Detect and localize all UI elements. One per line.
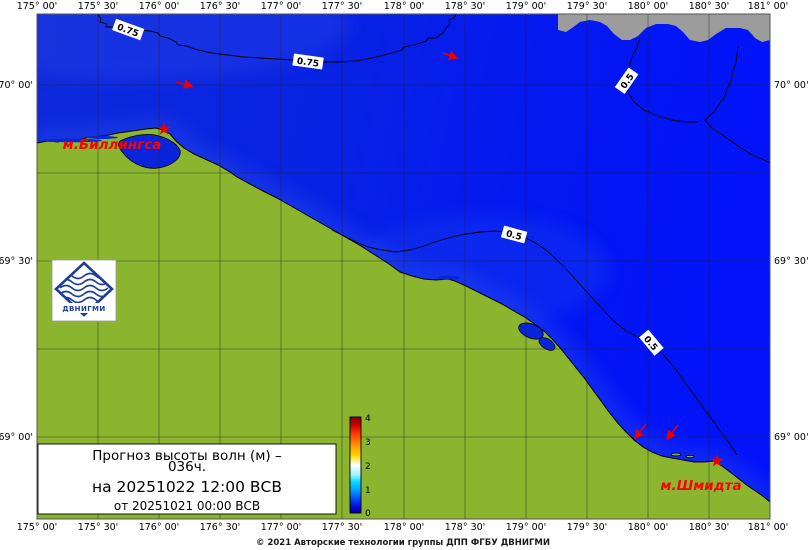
colorbar-tick: 2 — [365, 462, 371, 472]
colorbar-tick: 1 — [365, 486, 371, 496]
axis-tick-label: 180° 00' — [628, 1, 669, 12]
forecast-title-line1: Прогноз высоты волн (м) – — [92, 448, 282, 464]
lagoon-sliver-1 — [42, 138, 102, 143]
place-label-schmidt: м.Шмидта — [660, 478, 741, 494]
axis-tick-label: 180° 30' — [689, 522, 730, 533]
colorbar-tick: 0 — [365, 509, 371, 519]
axis-tick-label: 181° 00' — [748, 522, 789, 533]
dvnigmi-logo: ДВНИГМИ — [51, 259, 117, 322]
logo-text-bg — [60, 303, 108, 313]
islet-1 — [670, 452, 682, 457]
axis-tick-label: 180° 00' — [628, 522, 669, 533]
forecast-issue-time: от 20251021 00:00 ВСВ — [114, 499, 260, 513]
lagoon-billings — [118, 133, 181, 169]
axis-tick-label: 179° 00' — [506, 1, 547, 12]
axis-tick-label: 175° 00' — [17, 522, 58, 533]
axis-tick-label: 69° 00' — [0, 432, 33, 443]
current-arrow-3 — [634, 423, 647, 440]
axis-top: 175° 00' 175° 30' 176° 00' 176° 30' 177°… — [17, 1, 789, 12]
contour-label-bg — [292, 53, 324, 70]
current-arrow-1 — [175, 79, 194, 89]
axis-tick-label: 175° 30' — [78, 522, 119, 533]
star-cape-schmidt — [710, 454, 724, 467]
axis-tick-label: 177° 00' — [261, 522, 302, 533]
forecast-box-frame — [37, 443, 337, 515]
axis-tick-label: 177° 30' — [322, 522, 363, 533]
colorbar-tick: 4 — [365, 414, 371, 424]
axis-right: 70° 00' 69° 30' 69° 00' — [774, 80, 809, 443]
contour-label-text: 0.5 — [505, 229, 523, 243]
axis-tick-label: 176° 00' — [139, 1, 180, 12]
axis-tick-label: 178° 00' — [384, 1, 425, 12]
contour-05-northeast — [704, 45, 770, 164]
axis-bottom: 175° 00' 175° 30' 176° 00' 176° 30' 177°… — [17, 522, 789, 533]
wave-height-colorbar: 4 3 2 1 0 — [349, 414, 371, 519]
axis-tick-label: 175° 00' — [17, 1, 58, 12]
axis-left: 70° 00' 69° 30' 69° 00' — [0, 80, 33, 443]
no-data-gray-polygon — [558, 14, 770, 42]
lagoon-mid-1 — [518, 322, 544, 340]
axis-tick-label: 179° 30' — [567, 522, 608, 533]
axis-tick-label: 178° 30' — [445, 1, 486, 12]
contour-05-north — [625, 37, 698, 123]
axis-tick-label: 69° 30' — [774, 256, 809, 267]
forecast-title-line2: 036ч. — [168, 459, 206, 475]
copyright-text: © 2021 Авторские технологии группы ДПП Ф… — [256, 538, 550, 548]
axis-tick-label: 176° 30' — [200, 1, 241, 12]
no-data-region — [558, 14, 770, 42]
lagoon-sliver-3 — [438, 275, 460, 280]
lagoon-sliver-2 — [86, 136, 118, 139]
axis-tick-label: 178° 30' — [445, 522, 486, 533]
axis-tick-label: 178° 00' — [384, 522, 425, 533]
axis-tick-label: 175° 30' — [78, 1, 119, 12]
contour-label-bg — [639, 329, 664, 356]
star-cape-billings — [157, 122, 171, 135]
axis-tick-label: 176° 30' — [200, 522, 241, 533]
place-label-billings: м.Биллингса — [63, 137, 162, 153]
map-border — [36, 13, 771, 520]
current-arrow-4 — [666, 424, 679, 441]
axis-tick-label: 177° 30' — [322, 1, 363, 12]
annotations: м.Биллингса м.Шмидта — [63, 50, 742, 494]
contour-label-bg — [500, 225, 528, 244]
axis-tick-label: 70° 00' — [0, 80, 33, 91]
axis-tick-label: 179° 00' — [506, 522, 547, 533]
contour-label-bg — [112, 18, 145, 41]
colorbar-gradient — [349, 416, 362, 514]
forecast-info-box: Прогноз высоты волн (м) – 036ч. на 20251… — [37, 443, 337, 515]
contour-label-text: 0.75 — [296, 57, 319, 70]
current-arrow-2 — [442, 50, 459, 60]
contour-label-bg — [614, 67, 639, 94]
colorbar-tick: 3 — [365, 438, 371, 448]
forecast-valid-time: на 20251022 12:00 ВСВ — [92, 478, 282, 496]
axis-tick-label: 179° 30' — [567, 1, 608, 12]
axis-tick-label: 70° 00' — [774, 80, 809, 91]
axis-tick-label: 69° 30' — [0, 256, 33, 267]
logo-waves-icon — [59, 272, 109, 304]
axis-tick-label: 69° 00' — [774, 432, 809, 443]
contour-05-main-arc — [331, 229, 738, 456]
contour-label-075-b: 0.75 — [292, 53, 324, 70]
axis-tick-label: 181° 00' — [748, 1, 789, 12]
islet-2 — [685, 454, 695, 459]
contour-label-05-b: 0.5 — [500, 225, 528, 244]
axis-tick-label: 176° 00' — [139, 522, 180, 533]
logo-label: ДВНИГМИ — [62, 305, 105, 313]
axis-tick-label: 180° 30' — [689, 1, 730, 12]
axis-tick-label: 177° 00' — [261, 1, 302, 12]
